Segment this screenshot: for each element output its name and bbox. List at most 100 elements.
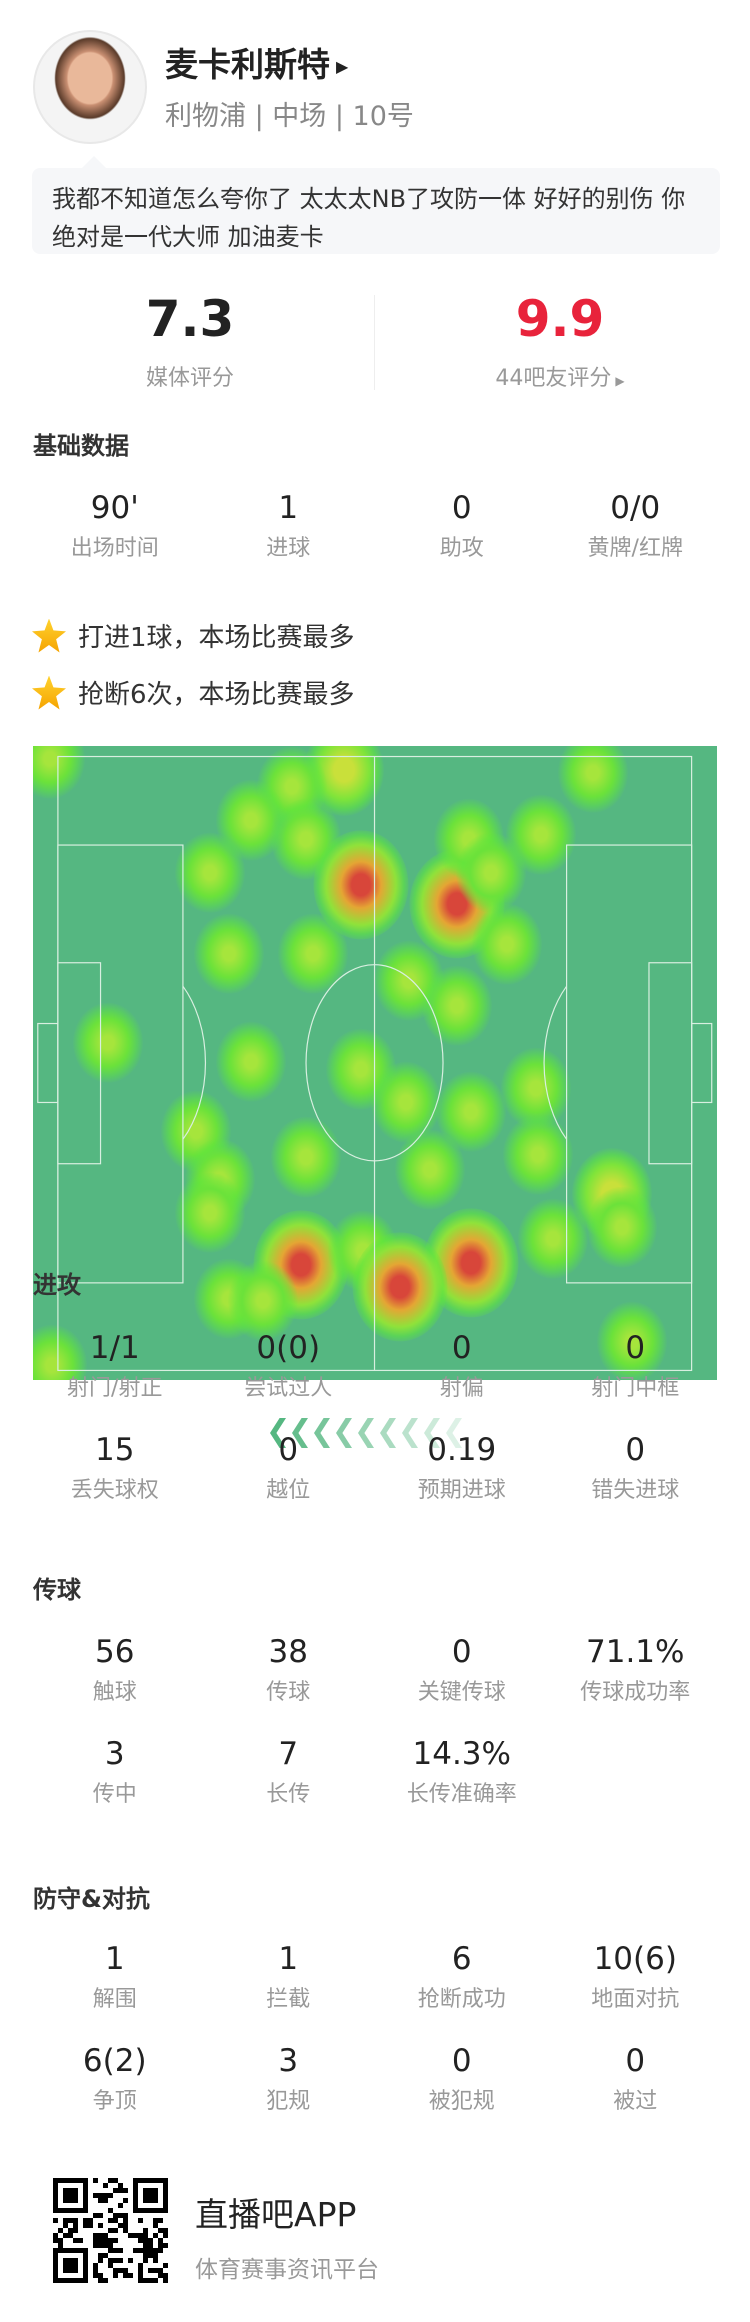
heat-point: [505, 794, 576, 875]
stat-value: 0: [451, 1634, 472, 1670]
stat-label: 黄牌/红牌: [587, 536, 683, 561]
comment-bubble: 我都不知道怎么夸你了 太太太NB了攻防一体 好好的别伤 你绝对是一代大师 加油麦…: [32, 156, 720, 254]
stat-label: 助攻: [439, 536, 484, 561]
separator: |: [246, 101, 273, 132]
app-slogan: 体育赛事资讯平台: [195, 2257, 379, 2283]
stat-value: 0: [625, 1330, 646, 1366]
stat-label: 地面对抗: [591, 1987, 680, 2012]
stat-item: 0 射偏: [375, 1330, 549, 1402]
stat-label: 尝试过人: [244, 1376, 333, 1401]
stat-item: 90' 出场时间: [28, 490, 202, 562]
stat-label: 传球: [266, 1680, 311, 1705]
basic-stats: 90' 出场时间 1 进球 0 助攻 0/0 黄牌/红牌: [28, 490, 722, 562]
stat-value: 38: [268, 1634, 308, 1670]
highlight-item: 打进1球，本场比赛最多: [32, 617, 355, 654]
stat-value: 71.1%: [586, 1634, 685, 1670]
stat-value: 0: [451, 2043, 472, 2079]
stat-label: 射门/射正: [67, 1376, 163, 1401]
media-rating-value: 7.3: [145, 290, 235, 348]
heat-point: [558, 746, 629, 813]
stat-item: 1 拦截: [202, 1941, 376, 2013]
stat-value: 14.3%: [412, 1736, 511, 1772]
position: 中场: [272, 101, 327, 132]
stat-value: 6(2): [82, 2043, 147, 2079]
heat-point: [352, 1232, 448, 1342]
stat-label: 拦截: [266, 1987, 311, 2012]
stat-value: 1: [104, 1941, 125, 1977]
stat-item: 0 射门中框: [549, 1330, 723, 1402]
shirt-number: 10号: [352, 101, 414, 132]
fan-rating[interactable]: 9.9 44吧友评分 ▶: [410, 290, 710, 392]
stat-label: 触球: [92, 1680, 137, 1705]
app-name: 直播吧APP: [195, 2195, 357, 2234]
heat-point: [270, 1117, 341, 1198]
section-title-defense: 防守&对抗: [33, 1885, 150, 1913]
heat-point: [517, 1198, 588, 1279]
heat-point: [216, 1021, 287, 1102]
stat-value: 3: [278, 2043, 299, 2079]
stat-value: 0.19: [427, 1432, 497, 1468]
heat-point: [503, 1114, 574, 1196]
stat-item: 1 进球: [202, 490, 376, 562]
heat-point: [395, 1129, 466, 1210]
stat-item: 15 丢失球权: [28, 1432, 202, 1504]
stat-item: 7 长传: [202, 1736, 376, 1808]
stat-value: 6: [451, 1941, 472, 1977]
fan-rating-value: 9.9: [515, 290, 605, 348]
stat-label: 传球成功率: [580, 1680, 691, 1705]
stat-label: 被犯规: [428, 2089, 495, 2114]
stat-value: 0: [625, 1432, 646, 1468]
heatmap-pitch: [33, 746, 717, 1380]
heat-point: [371, 1062, 442, 1143]
stat-value: 1: [278, 1941, 299, 1977]
stat-label: 抢断成功: [417, 1987, 506, 2012]
stat-item: 0(0) 尝试过人: [202, 1330, 376, 1402]
heat-point: [194, 913, 265, 995]
stat-item: 6 抢断成功: [375, 1941, 549, 2013]
stat-value: 15: [95, 1432, 135, 1468]
stat-item: 14.3% 长传准确率: [375, 1736, 549, 1808]
stat-item: 0 关键传球: [375, 1634, 549, 1706]
stat-value: 0: [625, 2043, 646, 2079]
section-title-basic: 基础数据: [33, 432, 129, 460]
defense-stats: 1 解围 1 拦截 6 抢断成功 10(6) 地面对抗 6(2) 争顶 3 犯规 0 被犯规 0 被过: [28, 1941, 722, 2115]
stat-item: 6(2) 争顶: [28, 2043, 202, 2115]
stat-label: 长传: [266, 1782, 311, 1807]
stat-value: 10(6): [593, 1941, 677, 1977]
highlight-item: 抢断6次，本场比赛最多: [32, 674, 355, 711]
stat-label: 进球: [266, 536, 311, 561]
stat-item: 0 被过: [549, 2043, 723, 2115]
stat-item: 3 犯规: [202, 2043, 376, 2115]
stat-label: 预期进球: [417, 1478, 506, 1503]
divider: [374, 295, 375, 390]
pitch-lines: [37, 755, 713, 1372]
stat-value: 0: [451, 1330, 472, 1366]
stat-item: 0 被犯规: [375, 2043, 549, 2115]
stat-item: 10(6) 地面对抗: [549, 1941, 723, 2013]
stat-item: 38 传球: [202, 1634, 376, 1706]
separator: |: [326, 101, 353, 132]
player-avatar[interactable]: [33, 30, 147, 144]
fan-rating-label: 44吧友评分: [495, 366, 612, 391]
stat-item: 3 传中: [28, 1736, 202, 1808]
heat-point: [227, 1260, 298, 1341]
stat-value: 90': [90, 490, 139, 526]
stat-label: 越位: [266, 1478, 311, 1503]
player-name[interactable]: 麦卡利斯特 ▶: [165, 38, 348, 86]
stat-label: 射偏: [439, 1376, 484, 1401]
heat-point: [72, 1002, 143, 1083]
stat-value: 0: [278, 1432, 299, 1468]
attack-direction-indicator: [270, 1418, 468, 1448]
stat-label: 出场时间: [70, 536, 159, 561]
stat-item: 56 触球: [28, 1634, 202, 1706]
stat-label: 解围: [92, 1987, 137, 2012]
triangle-right-icon: ▶: [336, 57, 349, 76]
highlight-text: 抢断6次，本场比赛最多: [78, 680, 355, 710]
stat-item: 0 错失进球: [549, 1432, 723, 1504]
stat-label: 错失进球: [591, 1478, 680, 1503]
section-title-attack: 进攻: [33, 1271, 81, 1299]
section-title-passing: 传球: [33, 1576, 81, 1604]
stat-item: 0 助攻: [375, 490, 549, 562]
stat-label: 传中: [92, 1782, 137, 1807]
stat-label: 射门中框: [591, 1376, 680, 1401]
